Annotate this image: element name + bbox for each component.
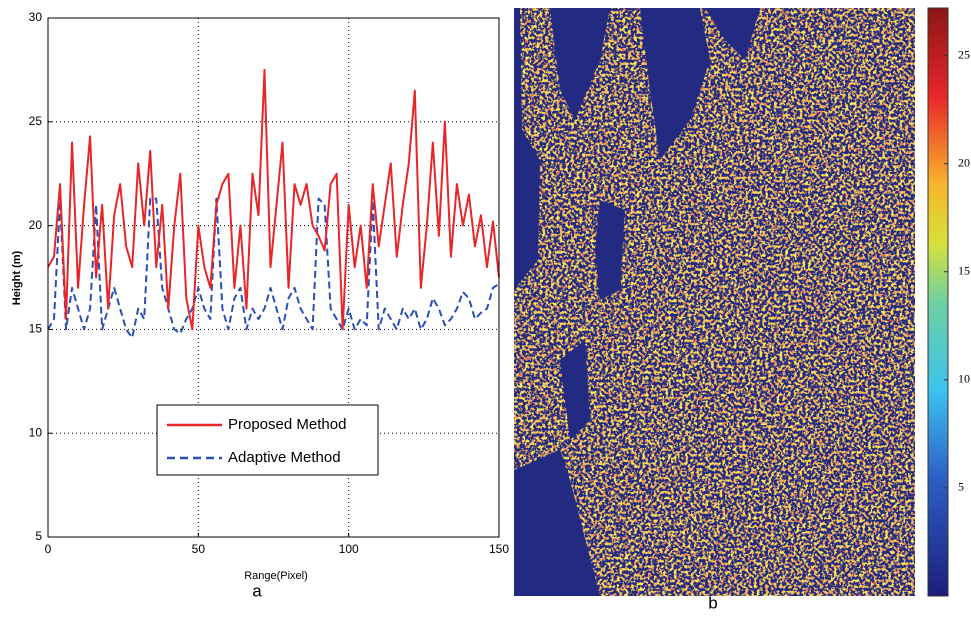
data-line: [47, 197, 500, 339]
y-tick-label: 25: [29, 114, 43, 128]
y-tick-label: 15: [29, 322, 43, 336]
colorbar-tick-label: 20: [958, 155, 970, 169]
y-tick-label: 10: [29, 425, 43, 439]
x-tick-label: 150: [489, 542, 509, 556]
legend: Proposed Method Adaptive Method: [156, 404, 379, 476]
low-region: [514, 8, 760, 596]
y-tick-label: 20: [29, 218, 43, 232]
caption: a: [252, 581, 262, 600]
colorbar-tick-label: 10: [958, 372, 970, 386]
panel-a: Range(Pixel) Height (m) a 0 50 100 150 5 10 15…: [11, 10, 509, 600]
plot-frame: [47, 17, 500, 538]
colorbar-tick-label: 25: [958, 47, 970, 61]
colorbar-tick-label: 15: [958, 263, 970, 277]
y-tick-label: 5: [35, 529, 42, 543]
x-tick-label: 100: [339, 542, 359, 556]
x-tick-label: 50: [192, 542, 206, 556]
x-tick-label: 0: [45, 542, 52, 556]
caption: b: [708, 593, 717, 612]
y-axis-label: Height (m): [11, 250, 23, 305]
x-axis-label: Range(Pixel): [244, 570, 308, 582]
y-tick-label: 30: [29, 10, 43, 24]
legend-label: Adaptive Method: [228, 449, 341, 466]
legend-box: [156, 404, 379, 476]
data-line: [47, 68, 500, 331]
colorbar-tick-label: 5: [958, 480, 964, 494]
legend-label: Proposed Method: [228, 416, 346, 433]
panel-b: b 5 10 15 20 25: [514, 7, 970, 612]
colorbar: [927, 7, 949, 597]
